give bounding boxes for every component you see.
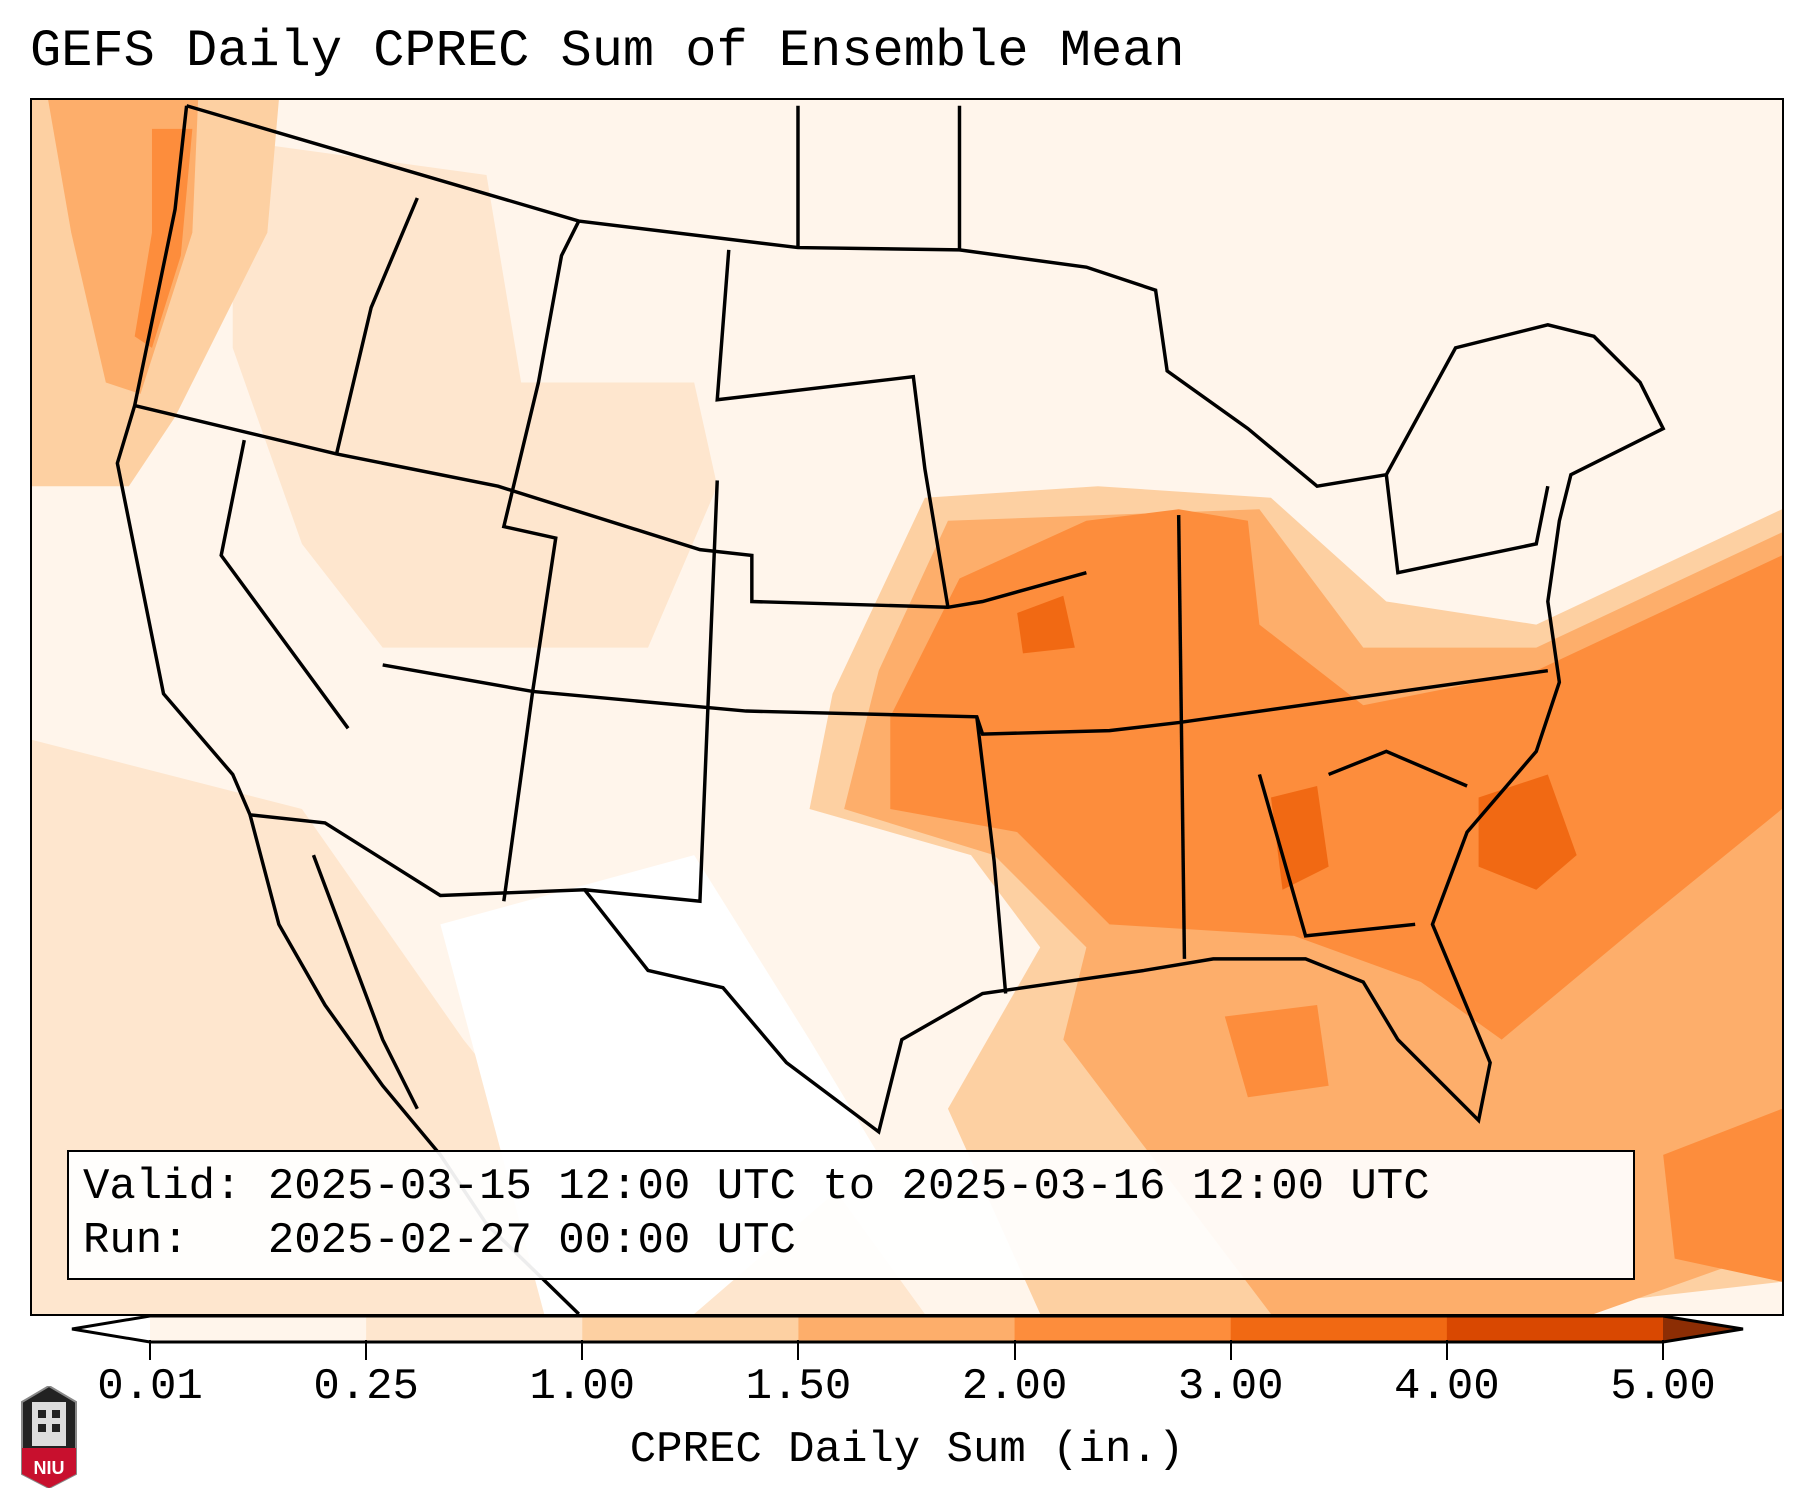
state-line: [134, 403, 1087, 610]
state-line: [1176, 515, 1187, 959]
colorbar: [71, 1314, 1744, 1344]
run-time-text: Run: 2025-02-27 00:00 UTC: [83, 1216, 796, 1266]
map-svg: [32, 100, 1782, 1314]
state-line: [501, 220, 581, 692]
state-line: [502, 691, 535, 902]
state-line: [1257, 773, 1416, 938]
state-line: [334, 197, 419, 455]
state-line: [975, 716, 1008, 994]
fill-light-west: [232, 140, 718, 648]
niu-logo: NIU: [21, 1386, 77, 1488]
colorbar-tick-label: 5.00: [1610, 1362, 1716, 1412]
colorbar-tick-label: 1.00: [529, 1362, 636, 1412]
colorbar-tick-label: 4.00: [1394, 1362, 1500, 1412]
precip-map: [30, 98, 1784, 1316]
state-line: [1327, 749, 1468, 788]
colorbar-tick: [1445, 1340, 1448, 1360]
colorbar-tick-label: 0.01: [97, 1362, 203, 1412]
colorbar-tick: [1013, 1340, 1016, 1360]
colorbar-bin-0: [150, 1316, 367, 1342]
colorbar-tick-label: 1.50: [745, 1362, 852, 1412]
state-line: [584, 480, 719, 904]
colorbar-bin-2: [582, 1316, 799, 1342]
us-outline: [115, 104, 1666, 1135]
colorbar-tick: [1229, 1340, 1232, 1360]
colorbar-bin-1: [366, 1316, 583, 1342]
colorbar-label: CPREC Daily Sum (in.): [629, 1425, 1185, 1475]
state-line: [382, 663, 1549, 736]
coastlines-and-borders: [115, 104, 1666, 1314]
state-line: [219, 439, 350, 730]
colorbar-bin-4: [1014, 1316, 1232, 1342]
valid-run-info-box: Valid: 2025-03-15 12:00 UTC to 2025-03-1…: [67, 1150, 1635, 1280]
fill-300-southeast: [890, 509, 1782, 1040]
colorbar-tick-label: 3.00: [1177, 1362, 1284, 1412]
colorbar-tick: [149, 1340, 151, 1360]
fill-300-gulf: [1224, 1005, 1329, 1098]
colorbar-tick-label: 2.00: [961, 1362, 1068, 1412]
colorbar-bin-3: [798, 1316, 1016, 1342]
colorbar-over-extension: [1663, 1316, 1743, 1342]
colorbar-tick: [365, 1340, 368, 1360]
baja: [311, 854, 419, 1110]
fill-300-caribbean: [1663, 1108, 1782, 1282]
colorbar-tick: [1662, 1340, 1664, 1360]
colorbar-tick: [797, 1340, 800, 1360]
colorbar-under-extension: [72, 1316, 150, 1342]
fill-400-missouri: [1017, 595, 1075, 654]
colorbar-tick: [581, 1340, 584, 1360]
state-line: [1384, 474, 1550, 575]
valid-time-text: Valid: 2025-03-15 12:00 UTC to 2025-03-1…: [83, 1162, 1430, 1212]
colorbar-bin-6: [1446, 1316, 1664, 1342]
svg-text:NIU: NIU: [34, 1458, 65, 1478]
chart-title: GEFS Daily CPREC Sum of Ensemble Mean: [30, 22, 1185, 81]
state-line: [715, 249, 950, 608]
colorbar-tick-label: 0.25: [313, 1362, 419, 1412]
fill-400-atlantic: [1478, 774, 1577, 890]
colorbar-bin-5: [1230, 1316, 1448, 1342]
